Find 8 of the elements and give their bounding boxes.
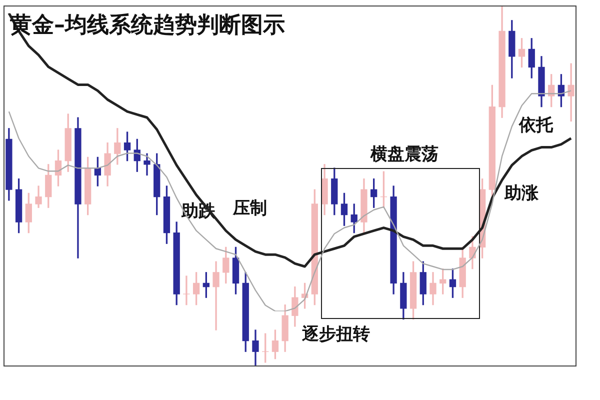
annotation: 助涨	[502, 182, 541, 205]
annotation: 依托	[516, 113, 555, 136]
annotation: 压制	[230, 196, 269, 220]
annotation: 逐步扭转	[300, 322, 372, 346]
candlestick	[212, 261, 220, 330]
candlestick	[568, 63, 574, 122]
candlestick	[183, 276, 190, 306]
annotation: 横盘震荡	[368, 142, 440, 166]
